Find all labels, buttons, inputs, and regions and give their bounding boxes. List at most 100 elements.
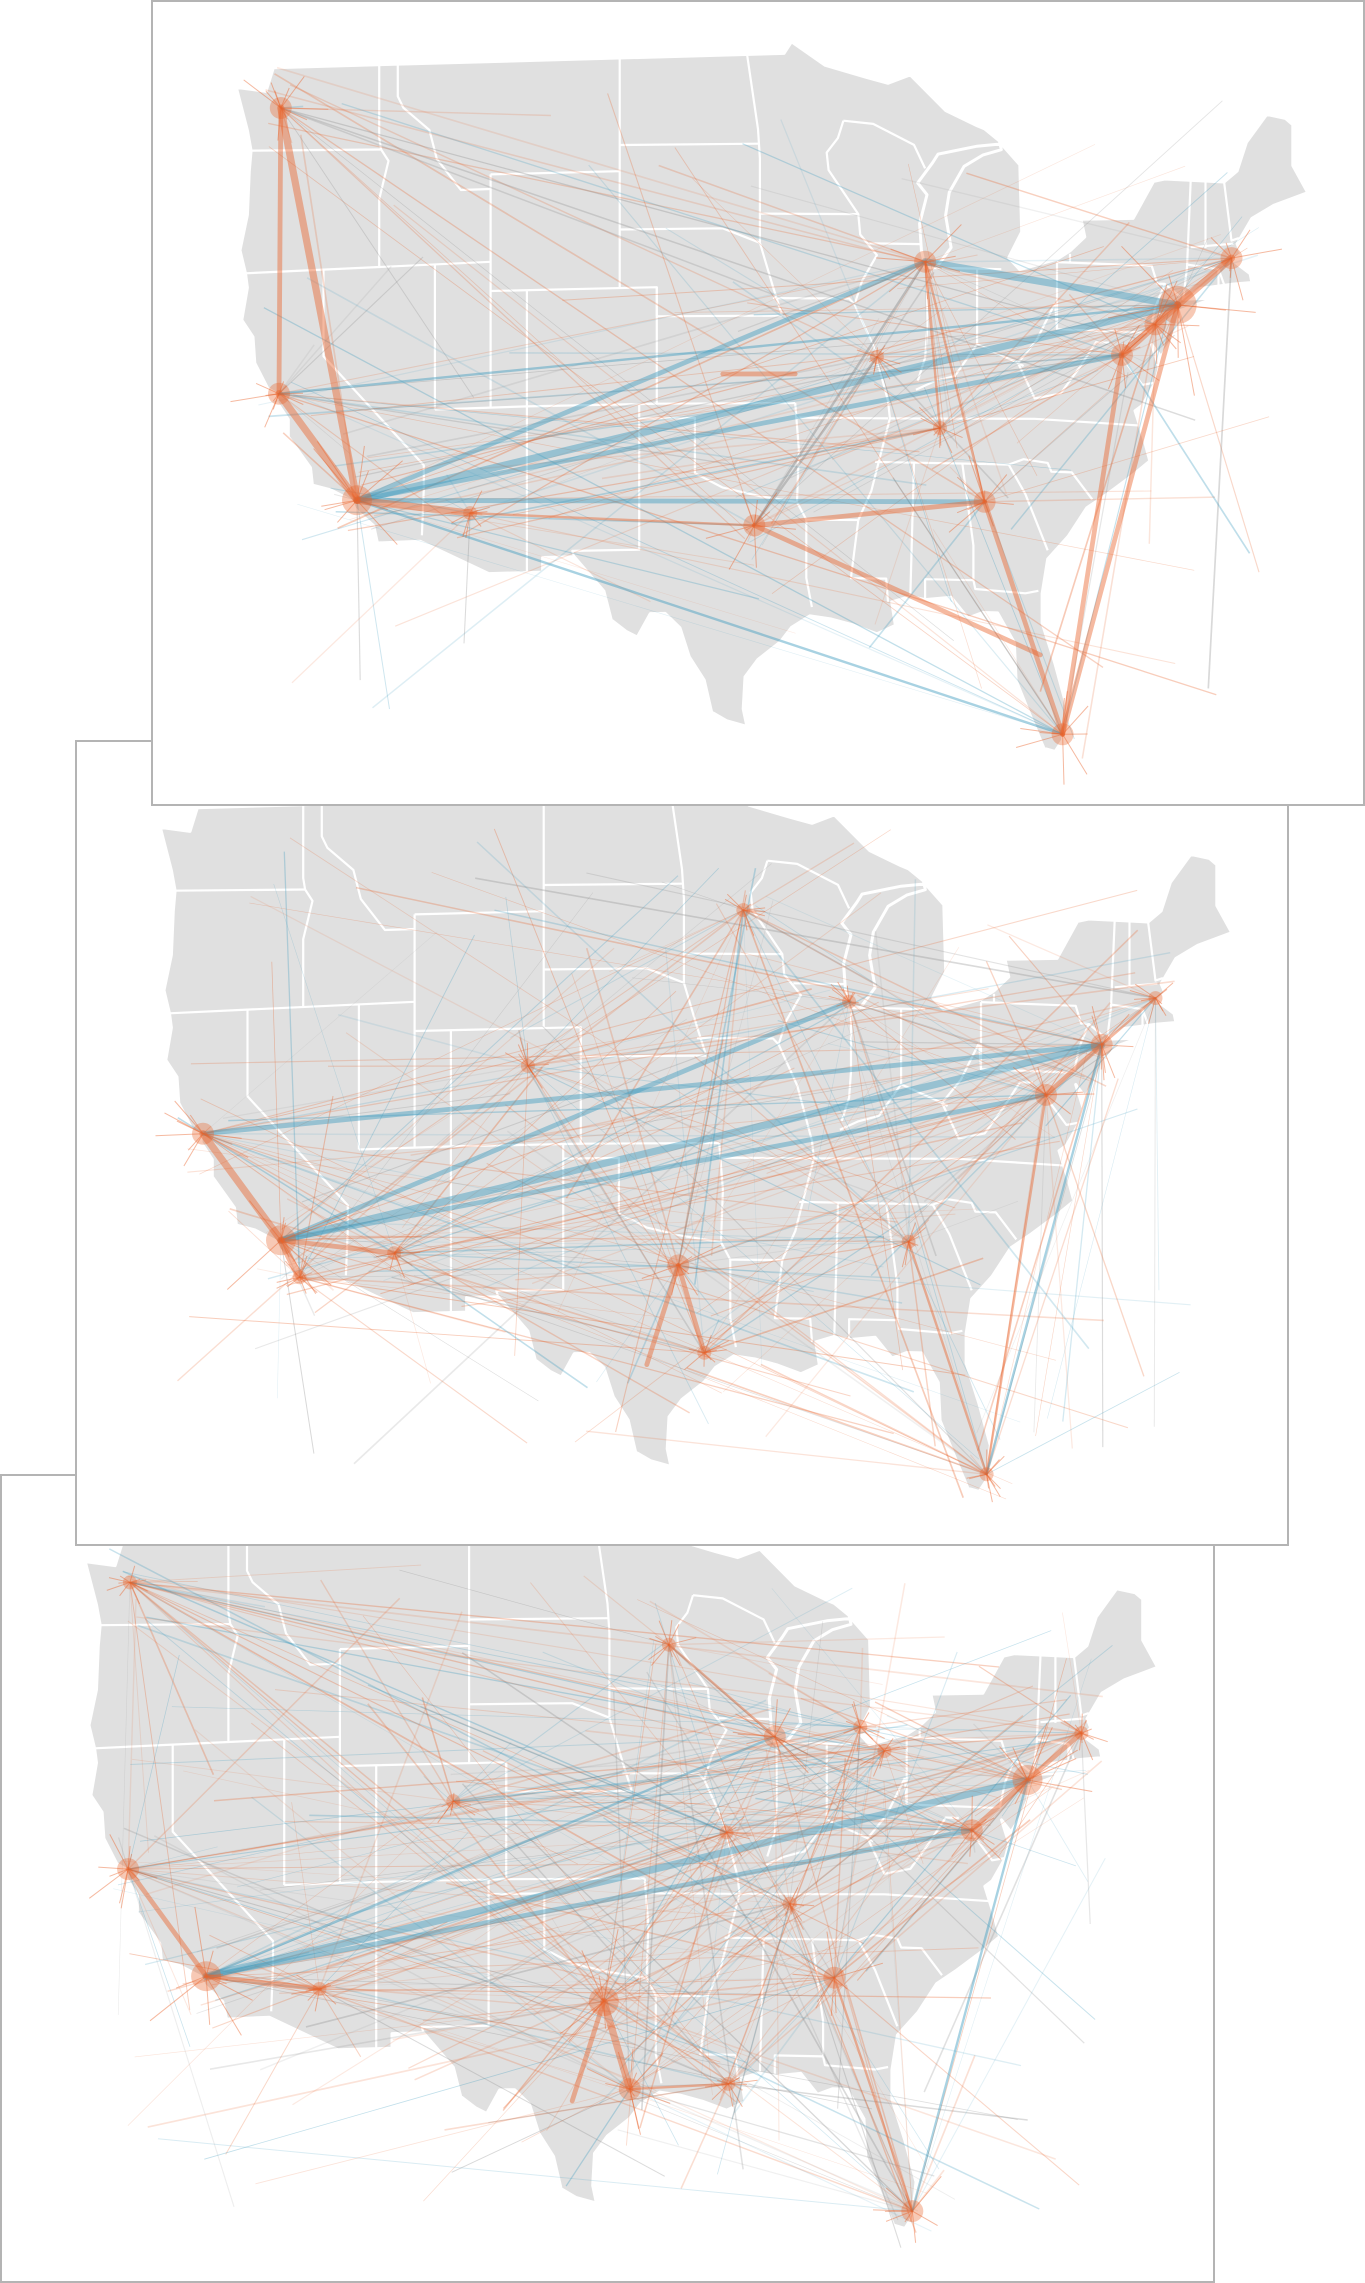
flow-link	[147, 1976, 835, 2128]
hub-spoke	[742, 903, 751, 911]
flow-link	[660, 1757, 972, 1831]
city-hub	[446, 1794, 461, 1809]
hub-spoke	[1220, 257, 1232, 264]
flow-link	[924, 261, 951, 424]
state-border	[699, 1995, 739, 2079]
hub-spoke	[678, 1256, 693, 1266]
flow-link-major	[276, 105, 284, 397]
flow-link	[1207, 258, 1233, 689]
flow-link	[527, 863, 772, 1067]
flow-link	[480, 1750, 885, 1991]
hub-spoke	[598, 1976, 605, 2002]
flow-link	[632, 977, 850, 1002]
hub-spoke	[849, 1001, 859, 1004]
hub-spoke	[726, 1831, 751, 1835]
hub-spoke	[559, 2000, 605, 2035]
flow-link	[672, 1044, 1103, 1233]
state-border	[245, 1535, 340, 1666]
hub-spoke	[1062, 734, 1088, 775]
flow-link	[524, 1064, 705, 1354]
hub-spoke	[671, 1265, 679, 1296]
state-border	[849, 519, 890, 602]
flow-link	[146, 1616, 885, 1752]
hub-spoke	[774, 1707, 791, 1737]
flow-link	[774, 1736, 999, 1798]
flow-link	[284, 1820, 972, 1831]
flow-link	[250, 895, 909, 1243]
flow-link	[981, 1767, 1028, 1781]
city-hub	[292, 1270, 307, 1285]
hub-spoke	[202, 1133, 242, 1139]
hub-spoke	[746, 1736, 775, 1745]
flow-link	[212, 1903, 790, 1986]
hub-spoke	[629, 2072, 638, 2090]
hub-spoke	[986, 1474, 996, 1487]
hub-spoke	[668, 1644, 673, 1658]
flow-link	[710, 1241, 909, 1317]
state-border	[772, 297, 856, 306]
hub-spoke	[356, 470, 369, 501]
hub-spoke	[230, 393, 280, 403]
flow-link	[770, 356, 878, 525]
flow-link	[199, 909, 744, 1175]
flow-link	[1153, 998, 1156, 1427]
hub-spoke	[878, 1750, 885, 1761]
flow-link	[876, 354, 1156, 358]
flow-link	[202, 1133, 884, 1268]
flow-link	[127, 1868, 1022, 2067]
hub-spoke	[321, 499, 358, 507]
flow-link	[134, 1977, 835, 2058]
flow-link	[132, 1758, 454, 1802]
flow-link-major	[1060, 302, 1181, 737]
state-border	[759, 212, 859, 216]
hub-spoke	[280, 1217, 346, 1241]
flow-link	[751, 1775, 972, 1831]
hub-spoke	[986, 1459, 1000, 1475]
flow-link	[527, 867, 719, 1067]
flow-link	[557, 909, 744, 1313]
flow-link	[838, 996, 987, 1475]
hub-spoke	[280, 1239, 332, 1286]
flow-link	[629, 2088, 932, 2232]
flow-link	[1068, 293, 1123, 356]
flow-link	[318, 1611, 463, 1990]
hub-spoke	[205, 1950, 214, 1977]
hub-spoke	[726, 1827, 737, 1833]
flow-link	[515, 1264, 679, 1281]
flow-link	[527, 829, 891, 1067]
flow-link	[461, 1241, 909, 1307]
hub-spoke	[592, 2000, 605, 2013]
flow-link	[1177, 237, 1209, 306]
state-border	[506, 1789, 632, 1793]
flow-link-major	[277, 303, 1179, 395]
hub-spoke	[356, 460, 403, 501]
flow-link	[984, 496, 1216, 503]
flow-link-major	[1043, 1042, 1105, 1098]
flow-link	[280, 1239, 674, 1246]
flow-link	[510, 1750, 885, 2016]
flow-link	[455, 1780, 972, 1831]
hub-spoke	[939, 427, 963, 439]
hub-spoke	[1014, 1779, 1028, 1786]
flow-link	[527, 988, 812, 1067]
flow-link	[280, 1168, 613, 1241]
hub-spoke	[986, 1474, 990, 1489]
hub-spoke	[393, 1252, 413, 1267]
flow-link	[299, 134, 358, 501]
hub-spoke	[873, 357, 878, 375]
flow-link	[297, 1216, 301, 1278]
flow-link	[299, 1026, 867, 1278]
flow-link	[356, 500, 796, 634]
flow-link	[202, 1133, 1021, 1423]
flow-link	[603, 1751, 750, 2002]
flow-link	[629, 1797, 1085, 2090]
flow-link	[884, 1750, 924, 1864]
hub-spoke	[971, 1829, 1002, 1860]
state-border	[941, 1081, 1034, 1140]
flow-link-major	[644, 1263, 681, 1367]
state-border	[785, 1741, 852, 1746]
flow-link	[533, 1750, 885, 2017]
city-hub	[1051, 723, 1074, 746]
flow-link	[585, 947, 680, 1266]
flow-link	[128, 1823, 950, 1870]
